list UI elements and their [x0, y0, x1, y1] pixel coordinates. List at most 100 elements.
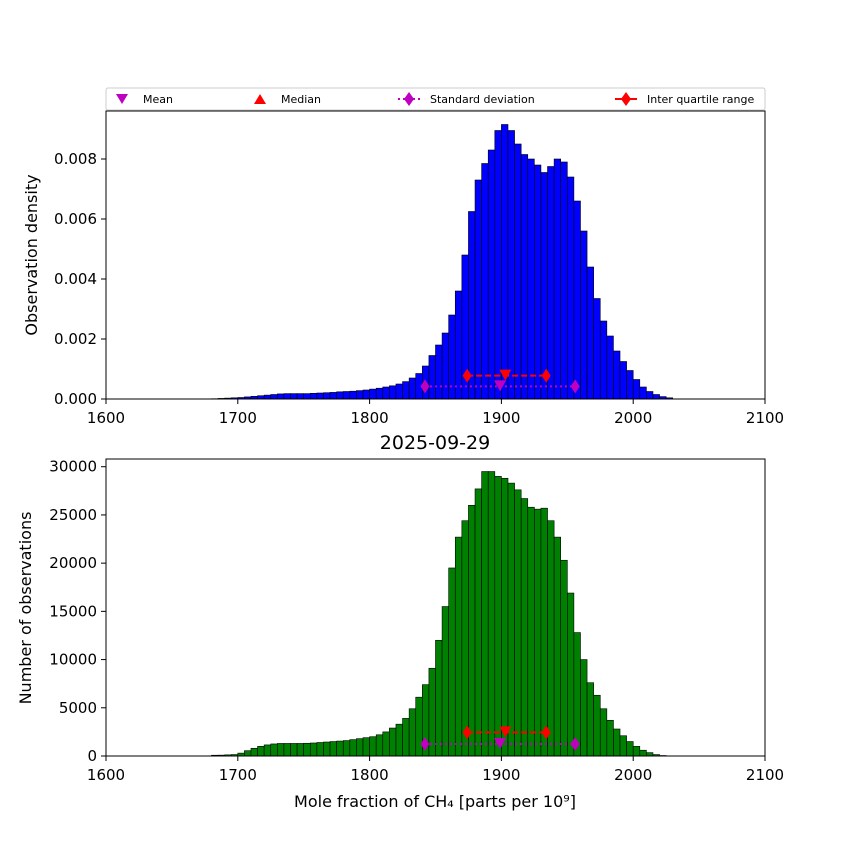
- density-bar: [553, 158, 562, 400]
- density-bar: [619, 361, 627, 400]
- density-bar: [560, 161, 568, 400]
- density-bar: [356, 390, 364, 400]
- density-std-low-marker: [420, 379, 430, 394]
- count-bar: [487, 471, 496, 757]
- density-bar: [646, 391, 654, 400]
- density-y-tick-label: 0.008: [54, 150, 97, 168]
- count-x-ticks: 1600 1700 1800 1900 2000 2100: [87, 756, 784, 784]
- density-bar: [342, 391, 351, 400]
- count-mean-marker: [494, 737, 507, 749]
- density-bar: [514, 143, 522, 400]
- count-x-axis-label: Mole fraction of CH₄ [parts per 10⁹]: [294, 792, 576, 811]
- count-bar: [382, 731, 390, 757]
- count-bar: [329, 741, 337, 757]
- density-y-tick-label: 0.006: [54, 210, 97, 228]
- density-q3-marker: [541, 368, 551, 383]
- count-bar: [342, 740, 351, 757]
- count-y-tick-label: 15000: [49, 602, 97, 620]
- count-bar: [593, 694, 601, 757]
- count-bar: [323, 741, 331, 757]
- count-bar: [290, 743, 298, 757]
- count-q3-marker: [541, 725, 551, 740]
- legend-mean-label: Mean: [143, 93, 173, 106]
- density-x-tick-label: 1800: [351, 409, 389, 427]
- count-bar: [296, 743, 304, 757]
- count-chart-title: 2025-09-29: [380, 432, 490, 454]
- density-bar: [593, 298, 601, 400]
- count-bar: [527, 506, 535, 757]
- count-bar: [408, 708, 417, 757]
- count-bar: [375, 734, 384, 757]
- density-bar: [435, 344, 443, 400]
- legend: Mean Median Standard deviation Inter qua…: [105, 87, 766, 111]
- density-bar: [586, 266, 594, 400]
- density-std-high-marker: [570, 379, 580, 394]
- count-bar: [494, 476, 502, 757]
- count-bar: [244, 750, 252, 757]
- density-bar: [534, 164, 542, 400]
- count-bar: [356, 738, 364, 757]
- density-bar: [290, 393, 298, 400]
- count-x-tick-label: 1700: [219, 766, 257, 784]
- count-bar: [534, 508, 542, 757]
- count-y-axis-label: Number of observations: [16, 512, 35, 705]
- density-bar: [520, 154, 529, 400]
- count-bar: [316, 742, 324, 757]
- density-bar: [566, 176, 575, 400]
- count-bar: [349, 739, 357, 757]
- count-bar: [402, 718, 410, 757]
- count-bar: [474, 488, 482, 757]
- count-bar: [547, 520, 555, 757]
- density-x-tick-label: 2100: [746, 409, 784, 427]
- density-y-tick-label: 0.000: [54, 390, 97, 408]
- count-std-high-marker: [570, 736, 580, 751]
- count-bar: [336, 740, 344, 757]
- count-bar: [270, 743, 278, 757]
- legend-frame: [105, 87, 766, 111]
- density-bar: [448, 314, 456, 400]
- count-bar: [250, 747, 258, 757]
- density-bars: [211, 124, 674, 400]
- density-bar: [632, 379, 641, 400]
- count-panel: 2025-09-29 1600 1700 1800 1900 2000 2100 0 500…: [16, 432, 784, 811]
- count-bar: [613, 728, 621, 757]
- count-stat-markers: [420, 725, 580, 751]
- count-bar: [277, 743, 285, 757]
- count-bar: [448, 567, 456, 757]
- density-y-axis-label: Observation density: [22, 174, 41, 335]
- count-bar: [501, 477, 509, 757]
- density-bar: [599, 320, 608, 400]
- count-bar: [553, 536, 562, 757]
- count-bar: [599, 708, 608, 757]
- density-bar: [540, 172, 548, 400]
- density-bar: [362, 389, 370, 400]
- density-bar: [395, 383, 403, 400]
- count-bar: [580, 659, 588, 757]
- density-bar: [606, 335, 614, 400]
- density-y-tick-label: 0.002: [54, 330, 97, 348]
- count-x-tick-label: 1600: [87, 766, 125, 784]
- density-bar: [487, 149, 496, 400]
- count-bar: [395, 723, 403, 757]
- density-bar: [468, 211, 476, 400]
- count-bar: [283, 743, 291, 757]
- count-bar: [362, 737, 370, 757]
- count-bar: [428, 667, 436, 757]
- density-x-ticks: 1600 1700 1800 1900 2000 2100: [87, 399, 784, 427]
- count-y-tick-label: 10000: [49, 651, 97, 669]
- density-bar: [613, 350, 621, 400]
- density-bar: [494, 130, 502, 400]
- legend-std-marker: [404, 92, 414, 106]
- density-bar: [501, 124, 509, 400]
- count-y-tick-label: 20000: [49, 554, 97, 572]
- density-x-tick-label: 2000: [614, 409, 652, 427]
- density-stat-markers: [420, 368, 580, 394]
- density-panel: 1600 1700 1800 1900 2000 2100 0.000 0.002 0.004…: [22, 110, 784, 427]
- density-bar: [527, 158, 535, 400]
- count-bar: [481, 471, 489, 757]
- density-bar: [626, 370, 634, 400]
- count-bar: [461, 520, 469, 757]
- count-bar: [514, 489, 522, 757]
- count-bar: [606, 720, 614, 757]
